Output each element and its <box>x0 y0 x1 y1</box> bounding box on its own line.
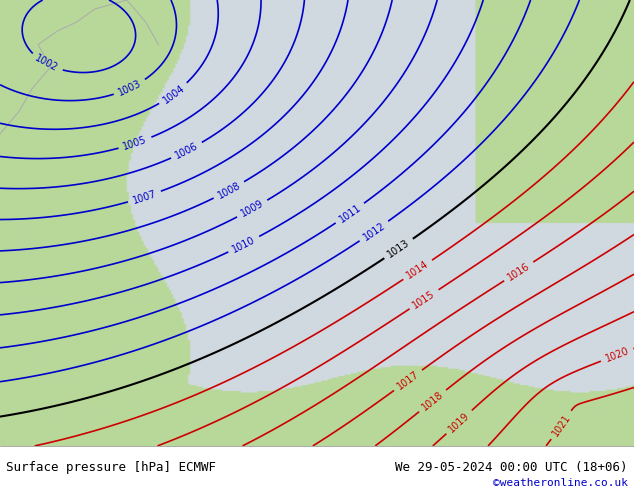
Text: 1017: 1017 <box>395 369 421 392</box>
Text: 1009: 1009 <box>239 198 266 219</box>
Text: 1016: 1016 <box>506 261 532 282</box>
Text: 1012: 1012 <box>361 220 387 242</box>
Text: 1014: 1014 <box>404 259 430 281</box>
Text: 1015: 1015 <box>411 288 437 310</box>
Text: 1013: 1013 <box>385 238 411 260</box>
Text: 1005: 1005 <box>122 135 148 152</box>
Text: 1002: 1002 <box>34 53 60 74</box>
Text: 1010: 1010 <box>231 234 257 254</box>
Text: 1007: 1007 <box>131 188 158 205</box>
Text: Surface pressure [hPa] ECMWF: Surface pressure [hPa] ECMWF <box>6 462 216 474</box>
Text: 1003: 1003 <box>117 78 143 98</box>
Text: 1008: 1008 <box>216 180 242 200</box>
Text: ©weatheronline.co.uk: ©weatheronline.co.uk <box>493 478 628 488</box>
Text: 1006: 1006 <box>174 141 200 161</box>
Text: 1020: 1020 <box>604 346 630 364</box>
Text: 1018: 1018 <box>420 389 445 413</box>
Text: We 29-05-2024 00:00 UTC (18+06): We 29-05-2024 00:00 UTC (18+06) <box>395 462 628 474</box>
Text: 1011: 1011 <box>337 202 363 224</box>
Text: 1021: 1021 <box>550 412 573 438</box>
Text: 1004: 1004 <box>161 83 186 105</box>
Text: 1019: 1019 <box>447 410 472 434</box>
